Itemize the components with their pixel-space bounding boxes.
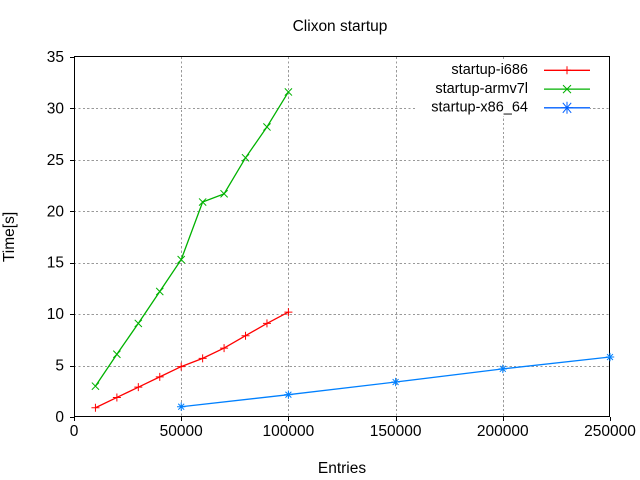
svg-text:0: 0 (70, 423, 79, 440)
svg-text:Clixon startup: Clixon startup (293, 18, 388, 35)
svg-text:250000: 250000 (584, 423, 636, 440)
svg-text:20: 20 (47, 203, 65, 220)
svg-text:15: 15 (47, 255, 64, 272)
svg-text:30: 30 (47, 100, 65, 117)
svg-text:200000: 200000 (477, 423, 529, 440)
svg-text:0: 0 (55, 409, 64, 426)
svg-text:startup-x86_64: startup-x86_64 (431, 100, 528, 116)
svg-text:150000: 150000 (370, 423, 422, 440)
svg-text:startup-armv7l: startup-armv7l (435, 81, 528, 97)
svg-text:50000: 50000 (160, 423, 203, 440)
svg-text:10: 10 (47, 306, 65, 323)
svg-text:Entries: Entries (318, 460, 366, 477)
svg-text:5: 5 (55, 358, 64, 375)
svg-text:Time[s]: Time[s] (1, 212, 18, 262)
svg-text:25: 25 (47, 152, 64, 169)
svg-text:35: 35 (47, 49, 64, 66)
svg-text:100000: 100000 (263, 423, 315, 440)
svg-text:startup-i686: startup-i686 (451, 62, 528, 78)
